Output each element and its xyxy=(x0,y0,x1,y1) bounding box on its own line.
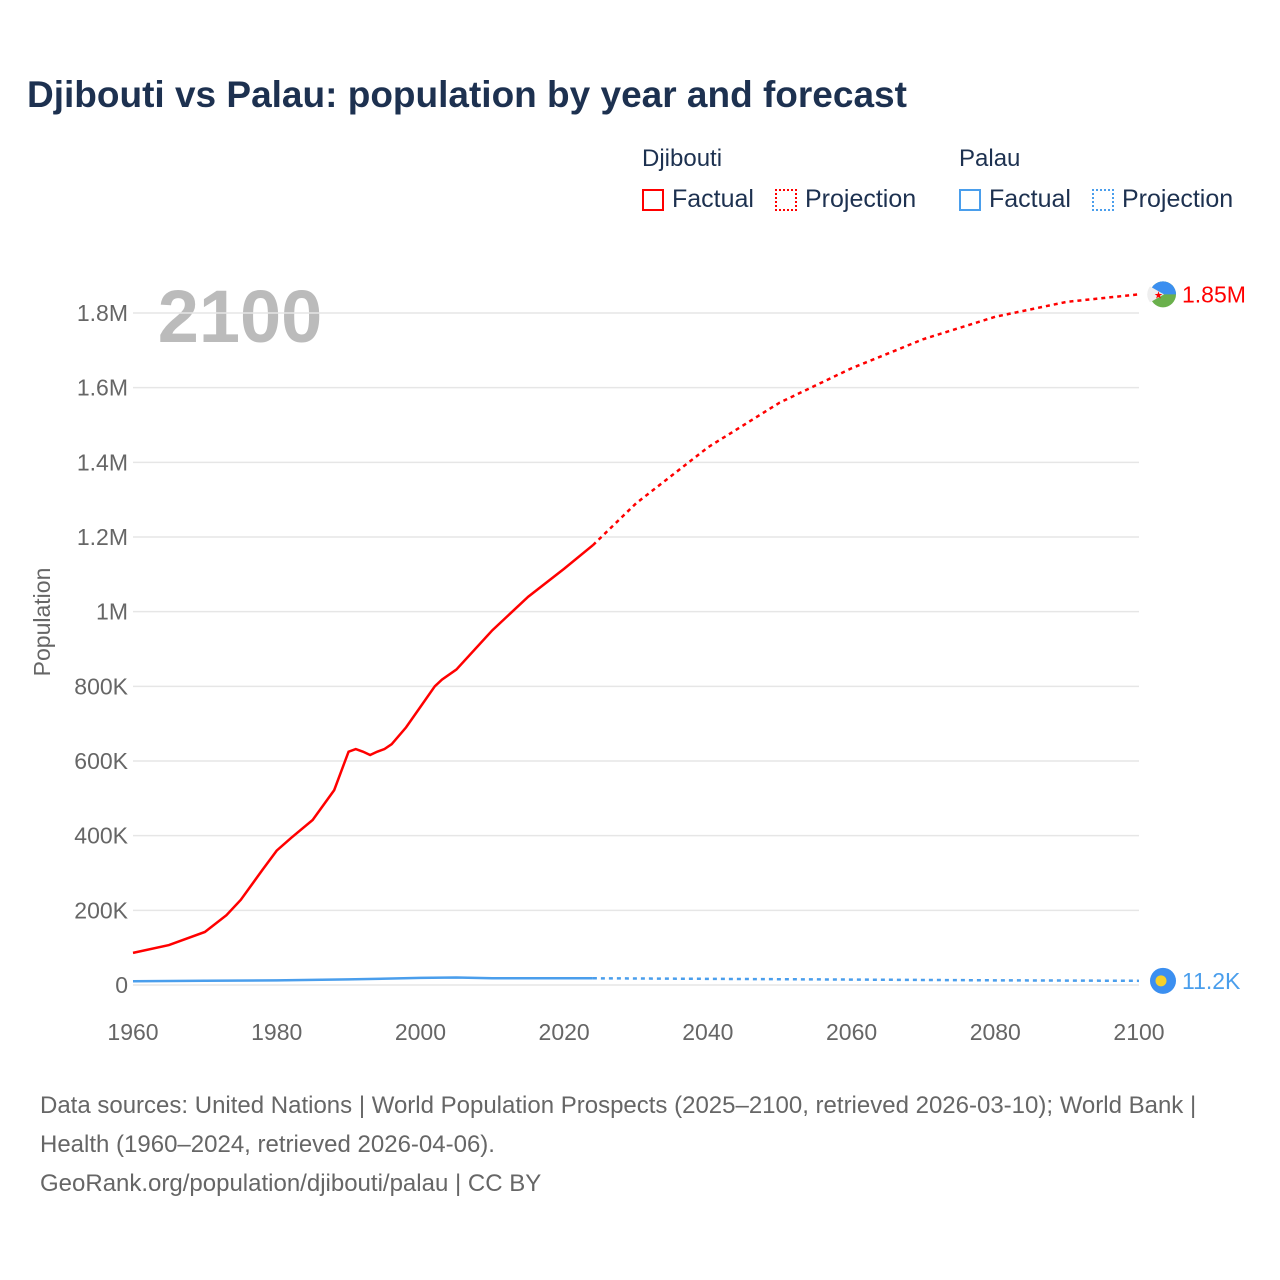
x-tick-label: 1960 xyxy=(107,1019,158,1045)
legend-djibouti-heading: Djibouti xyxy=(642,145,723,172)
y-tick-label: 1M xyxy=(96,599,128,625)
swatch-dotted-icon xyxy=(775,188,797,211)
palau-projection-line xyxy=(592,977,1140,983)
palau-flag-icon xyxy=(1150,967,1176,994)
y-tick-label: 1.8M xyxy=(77,300,128,326)
djibouti-flag-icon: ★ xyxy=(1147,281,1176,308)
djibouti-projection-line xyxy=(592,293,1140,547)
legend-palau-heading: Palau xyxy=(959,145,1021,172)
y-tick-label: 1.6M xyxy=(77,375,128,401)
swatch-solid-icon xyxy=(642,188,664,211)
x-tick-label: 1980 xyxy=(251,1019,302,1045)
y-tick-label: 1.4M xyxy=(77,449,128,475)
y-tick-label: 1.2M xyxy=(77,524,128,550)
x-tick-label: 2040 xyxy=(682,1019,733,1045)
legend-label: Projection xyxy=(805,185,917,213)
y-tick-label: 800K xyxy=(74,673,128,699)
djibouti-end-label: 1.85M xyxy=(1182,281,1246,307)
chart-title: Djibouti vs Palau: population by year an… xyxy=(27,74,907,115)
y-axis-label: Population xyxy=(29,568,55,677)
swatch-dotted-icon xyxy=(1092,188,1114,211)
x-tick-label: 2000 xyxy=(395,1019,446,1045)
x-tick-label: 2080 xyxy=(970,1019,1021,1045)
sources-text: Data sources: United Nations | World Pop… xyxy=(40,1092,1197,1158)
legend-palau-projection[interactable]: Projection xyxy=(1092,185,1233,214)
credit-text: GeoRank.org/population/djibouti/palau | … xyxy=(40,1170,542,1197)
x-tick-label: 2020 xyxy=(539,1019,590,1045)
y-tick-label: 400K xyxy=(74,823,128,849)
legend-label: Projection xyxy=(1122,185,1234,213)
legend-djibouti-projection[interactable]: Projection xyxy=(775,185,916,214)
year-label: 2100 xyxy=(158,275,323,358)
x-tick-label: 2100 xyxy=(1113,1019,1164,1045)
legend-djibouti-factual[interactable]: Factual xyxy=(642,185,754,214)
sources: Data sources: United Nations | World Pop… xyxy=(40,1086,1240,1203)
swatch-solid-icon xyxy=(959,188,981,211)
y-tick-label: 0 xyxy=(115,972,128,998)
palau-end-label: 11.2K xyxy=(1182,968,1241,994)
y-tick-label: 600K xyxy=(74,748,128,774)
palau-factual-line xyxy=(132,976,593,983)
legend-label: Factual xyxy=(989,185,1071,213)
y-tick-label: 200K xyxy=(74,897,128,923)
svg-text:★: ★ xyxy=(1154,290,1163,301)
djibouti-factual-line xyxy=(132,544,594,955)
legend-palau-factual[interactable]: Factual xyxy=(959,185,1071,214)
x-tick-label: 2060 xyxy=(826,1019,877,1045)
legend-label: Factual xyxy=(672,185,754,213)
